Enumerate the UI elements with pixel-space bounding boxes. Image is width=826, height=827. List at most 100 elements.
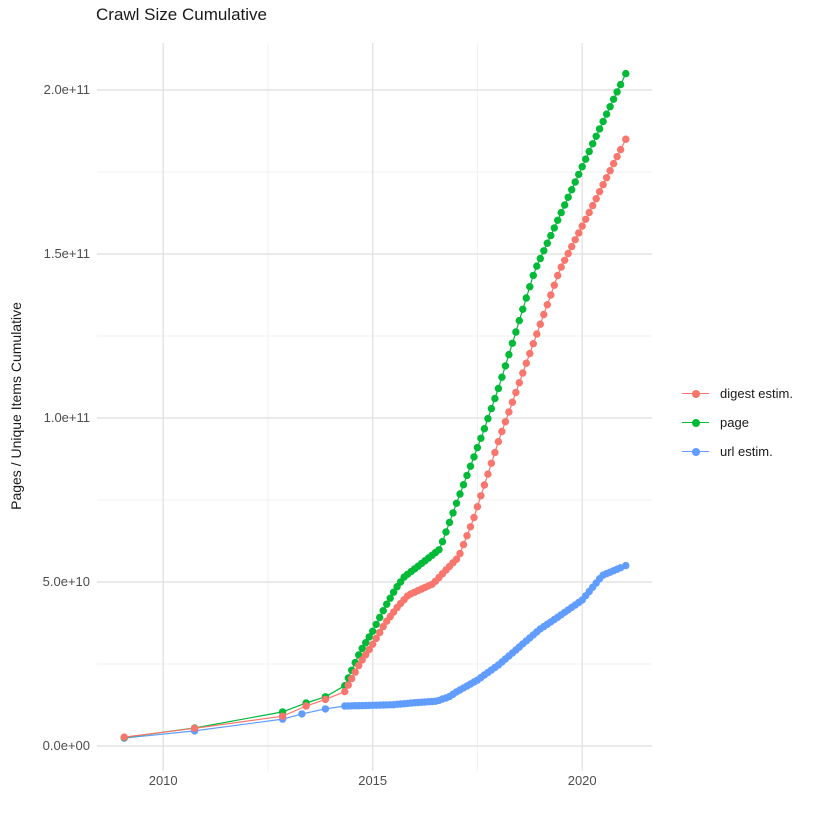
legend-key-page [682, 418, 709, 428]
data-point [512, 388, 520, 397]
data-point [536, 254, 544, 263]
x-tick-label: 2010 [148, 773, 178, 788]
data-point [358, 656, 366, 664]
data-point [599, 181, 607, 189]
data-point [369, 627, 377, 635]
data-point [515, 379, 523, 387]
data-point [616, 80, 625, 89]
data-point [606, 167, 614, 175]
data-point [498, 373, 506, 381]
data-point [533, 262, 541, 270]
data-point [376, 628, 384, 637]
data-point [508, 339, 517, 347]
data-point [543, 239, 551, 247]
data-point [365, 633, 373, 641]
data-point [379, 607, 387, 615]
data-point [466, 462, 475, 470]
data-point [351, 668, 359, 676]
data-point [341, 687, 349, 696]
data-point [321, 705, 330, 713]
data-point [515, 316, 523, 325]
data-point [526, 283, 534, 291]
data-point [557, 208, 565, 217]
data-point [561, 201, 569, 209]
series-digest-estim [120, 135, 630, 741]
series-page [120, 69, 630, 742]
data-point [463, 532, 471, 540]
data-point [554, 216, 562, 224]
data-point [529, 340, 537, 348]
y-tick-label: 5.0e+10 [42, 574, 90, 589]
legend-item-page: page [682, 408, 793, 437]
data-point [355, 661, 363, 670]
data-point [383, 600, 391, 608]
x-tick-label: 2020 [567, 773, 597, 788]
data-point [484, 414, 492, 423]
data-point [298, 710, 306, 718]
data-point [505, 350, 513, 359]
data-point [582, 215, 590, 223]
data-point [533, 330, 541, 338]
data-point [278, 712, 287, 720]
series-line [124, 138, 627, 738]
legend-key-digest [682, 389, 709, 399]
data-point [550, 281, 558, 289]
data-point [589, 140, 597, 148]
data-point [376, 613, 384, 622]
legend-label: digest estim. [720, 386, 793, 401]
data-point [470, 513, 478, 522]
data-point [526, 349, 534, 358]
data-point [575, 229, 583, 237]
data-point [358, 644, 366, 653]
data-point [578, 163, 586, 171]
y-tick-label: 0.0e+00 [42, 738, 90, 753]
y-tick-label: 2.0e+11 [43, 82, 90, 97]
data-point [622, 561, 630, 570]
data-point [369, 640, 377, 648]
data-point [557, 263, 565, 271]
data-point [487, 404, 496, 413]
data-point [543, 301, 551, 309]
legend-label: url estim. [720, 444, 773, 459]
data-point [575, 170, 583, 179]
y-tick-label: 1.5e+11 [43, 246, 90, 261]
legend-label: page [720, 415, 749, 430]
data-point [456, 549, 464, 558]
data-point [508, 398, 517, 406]
data-point [561, 256, 569, 264]
data-point [585, 147, 593, 156]
data-point [550, 224, 558, 232]
data-point [494, 437, 503, 446]
data-point [616, 145, 625, 154]
data-point [459, 481, 468, 489]
data-point [372, 620, 380, 629]
data-point [452, 555, 461, 563]
data-point [592, 132, 600, 140]
data-point [540, 310, 548, 319]
data-point [622, 135, 630, 143]
data-point [602, 174, 611, 182]
data-point [442, 528, 450, 536]
data-point [480, 481, 489, 489]
data-point [302, 702, 310, 710]
data-point [344, 681, 352, 689]
data-point [622, 69, 630, 78]
data-point [578, 222, 586, 230]
data-point [477, 434, 485, 442]
data-point [547, 231, 555, 240]
data-point [480, 425, 489, 433]
data-point [519, 305, 527, 313]
data-point [466, 523, 475, 531]
data-point [609, 95, 618, 104]
data-point [568, 186, 576, 194]
data-point [484, 470, 492, 478]
data-point [571, 178, 579, 186]
y-tick-label: 1.0e+11 [43, 410, 90, 425]
x-tick-label: 2015 [358, 773, 388, 788]
data-point [452, 499, 461, 507]
data-point [473, 443, 482, 452]
data-point [606, 103, 614, 111]
data-point [512, 328, 520, 336]
